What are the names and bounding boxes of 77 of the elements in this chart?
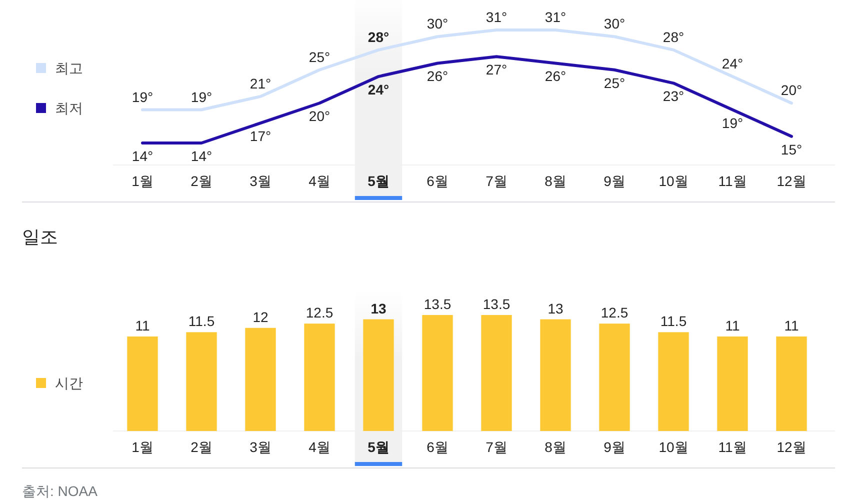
bar: [481, 315, 512, 431]
x-tick-label: 8월: [544, 439, 566, 455]
x-tick-label: 10월: [658, 173, 688, 189]
bar: [186, 332, 217, 431]
data-label: 13: [370, 300, 386, 316]
data-label: 14°: [132, 148, 154, 164]
data-label: 26°: [544, 68, 566, 84]
data-label: 31°: [486, 9, 508, 25]
data-label: 12.5: [600, 304, 628, 321]
bar: [127, 336, 158, 431]
data-label: 11.5: [660, 313, 687, 330]
x-tick-label: 5월: [368, 173, 390, 189]
data-label: 11.5: [188, 313, 215, 330]
data-label: 13.5: [424, 296, 452, 312]
legend-label: 최고: [55, 60, 83, 76]
data-label: 12.5: [306, 304, 334, 321]
legend-label: 최저: [55, 100, 83, 116]
x-tick-label: 5월: [368, 439, 390, 455]
bar: [717, 336, 748, 431]
data-label: 24°: [722, 56, 744, 72]
data-label: 25°: [604, 74, 626, 91]
data-label: 24°: [368, 82, 390, 98]
x-tick-label: 6월: [426, 439, 448, 455]
data-label: 30°: [604, 16, 626, 32]
x-tick-label: 4월: [308, 439, 330, 455]
data-label: 26°: [426, 68, 448, 84]
x-tick-label: 9월: [604, 439, 626, 455]
data-label: 11: [135, 317, 150, 334]
x-tick-label: 12월: [776, 439, 806, 455]
bar: [776, 336, 807, 431]
data-label: 11: [725, 317, 740, 334]
x-tick-label: 8월: [544, 173, 566, 189]
x-tick-label: 3월: [250, 439, 272, 455]
x-tick-label: 7월: [486, 173, 508, 189]
x-tick-label: 3월: [250, 173, 272, 189]
x-tick-label: 11월: [718, 173, 747, 189]
x-tick-label: 11월: [718, 439, 747, 455]
data-label: 19°: [132, 88, 154, 105]
x-tick-label: 2월: [190, 439, 212, 455]
source-note: 출처: NOAA: [22, 483, 98, 499]
x-tick-label: 4월: [308, 173, 330, 189]
data-label: 19°: [190, 88, 212, 105]
data-label: 20°: [308, 108, 330, 124]
data-label: 20°: [780, 82, 802, 98]
x-tick-label: 6월: [426, 173, 448, 189]
data-label: 13.5: [482, 296, 510, 312]
x-tick-label: 12월: [776, 173, 806, 189]
data-label: 31°: [544, 9, 566, 25]
x-tick-label: 9월: [604, 173, 626, 189]
chart-title: 일조: [22, 227, 58, 247]
data-label: 11: [784, 317, 799, 334]
data-label: 14°: [190, 148, 212, 164]
bar: [658, 332, 689, 431]
data-label: 15°: [780, 141, 802, 158]
data-label: 12: [252, 308, 268, 325]
data-label: 17°: [250, 128, 272, 144]
x-tick-label: 7월: [486, 439, 508, 455]
bar: [599, 324, 630, 431]
x-tick-label: 2월: [190, 173, 212, 189]
data-label: 28°: [662, 28, 684, 45]
data-label: 30°: [426, 16, 448, 32]
bar: [422, 315, 453, 431]
bar: [540, 319, 571, 431]
data-label: 21°: [250, 75, 272, 92]
x-tick-label: 1월: [132, 173, 154, 189]
data-label: 25°: [308, 48, 330, 65]
data-label: 23°: [662, 88, 684, 104]
legend-label: 시간: [55, 375, 83, 391]
data-label: 13: [548, 300, 564, 316]
bar: [304, 324, 335, 431]
bar: [363, 319, 394, 431]
data-label: 27°: [486, 62, 508, 78]
data-label: 28°: [368, 28, 390, 45]
x-tick-label: 10월: [658, 439, 688, 455]
bar: [245, 328, 276, 431]
x-tick-label: 1월: [132, 439, 154, 455]
data-label: 19°: [722, 114, 744, 131]
